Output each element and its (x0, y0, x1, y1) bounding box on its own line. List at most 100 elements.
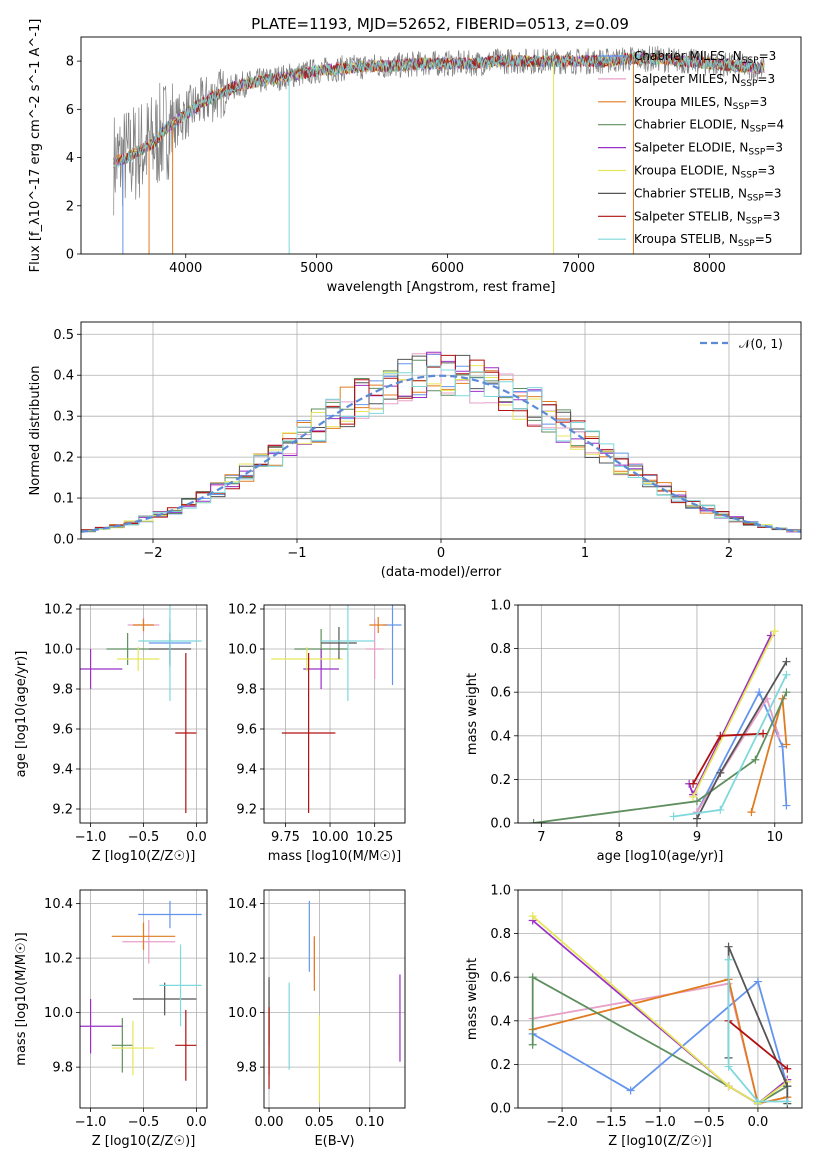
weight-marker (529, 819, 538, 823)
weight-marker (528, 973, 537, 982)
y-tick-label: 0.1 (53, 492, 74, 507)
x-tick-label: 0.0 (186, 1115, 207, 1130)
errorbar-salpeter_miles (122, 919, 176, 964)
errorbar-salpeter_stelib (175, 653, 197, 813)
x-axis-label: (data-model)/error (381, 565, 502, 580)
weight-line (533, 691, 788, 823)
errorbar-chabrier_elodie (106, 633, 149, 665)
axes-frame (79, 604, 208, 824)
x-tick-label: 5000 (300, 261, 333, 276)
x-tick-label: −1.0 (644, 1115, 676, 1130)
weight-line (692, 630, 776, 798)
weight-marker (770, 627, 779, 636)
x-axis-label: E(B-V) (314, 1134, 354, 1149)
plot-area-spectrum (113, 45, 765, 254)
normal-distribution-curve (81, 374, 801, 533)
y-tick-label: 10.4 (228, 897, 257, 912)
x-tick-label: 1 (581, 546, 589, 561)
legend-label-chabrier_miles: Chabrier MILES, NSSP=3 (634, 49, 776, 66)
y-tick-label: 0.4 (53, 369, 74, 384)
panel-mass_age: 9.75 10.00 10.25 9.2 9.4 9.6 9.8 10.0 10.2 mass [… (228, 603, 406, 864)
ticks-Z_mass: −1.0 −0.5 0.0 9.8 10.0 10.2 10.4 (44, 890, 207, 1130)
x-tick-label: 0 (437, 546, 445, 561)
model-spectrum-kroupa_stelib (113, 51, 765, 169)
ticks-mass_age: 9.75 10.00 10.25 9.2 9.4 9.6 9.8 10.0 10.2 (228, 603, 405, 845)
plot-area-Z_age (80, 605, 202, 813)
weight-marker (747, 808, 756, 817)
weight-marker (724, 1062, 733, 1071)
x-tick-label: −1.5 (595, 1115, 627, 1130)
y-tick-label: 10.0 (44, 643, 73, 658)
residual-histogram-kroupa_stelib (81, 365, 801, 532)
y-tick-label: 0.5 (53, 328, 74, 343)
weight-marker (724, 942, 733, 951)
y-tick-label: 10.4 (44, 897, 73, 912)
plot-area-ebv_mass (268, 900, 401, 1103)
errorbar-kroupa_stelib (138, 605, 202, 701)
x-tick-label: 0.05 (305, 1115, 334, 1130)
legend-label-kroupa_miles: Kroupa MILES, NSSP=3 (634, 95, 767, 112)
x-tick-label: 7 (537, 830, 545, 845)
y-tick-label: 0 (66, 248, 74, 263)
y-tick-label: 9.8 (236, 683, 257, 698)
ticks-spectrum: 4000 5000 6000 7000 8000 0 2 4 6 8 (66, 55, 726, 276)
ticks-ebv_mass: 0.00 0.05 0.10 9.8 10.0 10.2 10.4 (228, 890, 405, 1130)
weight-marker (724, 1082, 733, 1091)
legend-label-chabrier_elodie: Chabrier ELODIE, NSSP=4 (634, 118, 784, 135)
weight-series-salpeter_miles (692, 694, 783, 817)
y-tick-label: 10.2 (228, 952, 257, 967)
panels: 4000 5000 6000 7000 8000 0 2 4 6 8 wavelength [Ang… (14, 19, 803, 1149)
errorbar-kroupa_miles (111, 922, 176, 950)
weight-line (532, 915, 788, 1105)
weight-line (728, 1020, 788, 1070)
x-tick-label: 7000 (562, 261, 595, 276)
x-tick-label: 10.25 (356, 830, 393, 845)
weight-series-chabrier_elodie (529, 688, 791, 823)
y-axis-label: mass [log10(M/M☉)] (14, 932, 29, 1065)
panel-ebv_mass: 0.00 0.05 0.10 9.8 10.0 10.2 10.4 E(B-V) (228, 889, 406, 1149)
plot-area-Z_mass (80, 900, 202, 1081)
x-axis-label: age [log10(age/yr)] (597, 849, 724, 864)
legend-label-salpeter_stelib: Salpeter STELIB, NSSP=3 (634, 209, 780, 226)
y-tick-label: 0.4 (490, 1014, 511, 1029)
errorbar-salpeter_elodie (80, 649, 123, 689)
y-axis-label: Normed distribution (28, 366, 43, 496)
axes-frame (263, 889, 406, 1109)
axes-frame (79, 889, 208, 1109)
x-tick-label: 9.75 (271, 830, 300, 845)
panel-residuals: −2 −1 0 1 2 0.0 0.1 0.2 0.3 0.4 0.5 (data-model)/er… (28, 321, 802, 580)
y-tick-label: 9.6 (236, 723, 257, 738)
errorbar-kroupa_miles (132, 619, 155, 631)
axes-frame (517, 604, 803, 824)
panel-Z_age: −1.0 −0.5 0.0 9.2 9.4 9.6 9.8 10.0 10.2 Z [log10(… (14, 603, 208, 864)
x-tick-label: 9 (693, 830, 701, 845)
residual-legend: 𝒩(0, 1) (700, 337, 783, 351)
y-tick-label: 1.0 (490, 884, 511, 899)
weight-line (696, 690, 788, 813)
y-tick-label: 0.2 (53, 451, 74, 466)
observed-spectrum-line (113, 45, 765, 216)
legend-label-salpeter_miles: Salpeter MILES, NSSP=3 (634, 72, 775, 89)
y-tick-label: 0.3 (53, 410, 74, 425)
y-tick-label: 0.2 (490, 1058, 511, 1073)
weight-marker (716, 731, 725, 740)
y-tick-label: 9.6 (52, 723, 73, 738)
x-tick-label: −2.0 (546, 1115, 578, 1130)
errorbar-kroupa_miles (369, 617, 388, 633)
weight-marker (626, 1086, 635, 1095)
spectrum-legend: Chabrier MILES, NSSP=3 Salpeter MILES, NS… (598, 49, 784, 249)
y-tick-label: 0.6 (490, 686, 511, 701)
axes-frame (263, 604, 406, 824)
y-tick-label: 10.2 (228, 603, 257, 618)
errorbar-kroupa_elodie (111, 1020, 155, 1076)
weight-marker (782, 670, 791, 679)
panel-spectrum: 4000 5000 6000 7000 8000 0 2 4 6 8 wavelength [Ang… (28, 19, 802, 295)
y-tick-label: 9.8 (52, 683, 73, 698)
weight-line (532, 979, 789, 1092)
legend-label-kroupa_elodie: Kroupa ELODIE, NSSP=3 (634, 164, 775, 181)
y-tick-label: 9.2 (236, 803, 257, 818)
x-tick-label: 8000 (693, 261, 726, 276)
y-tick-label: 9.4 (236, 763, 257, 778)
x-axis-label: mass [log10(M/M☉)] (268, 849, 401, 864)
x-tick-label: 4000 (169, 261, 202, 276)
